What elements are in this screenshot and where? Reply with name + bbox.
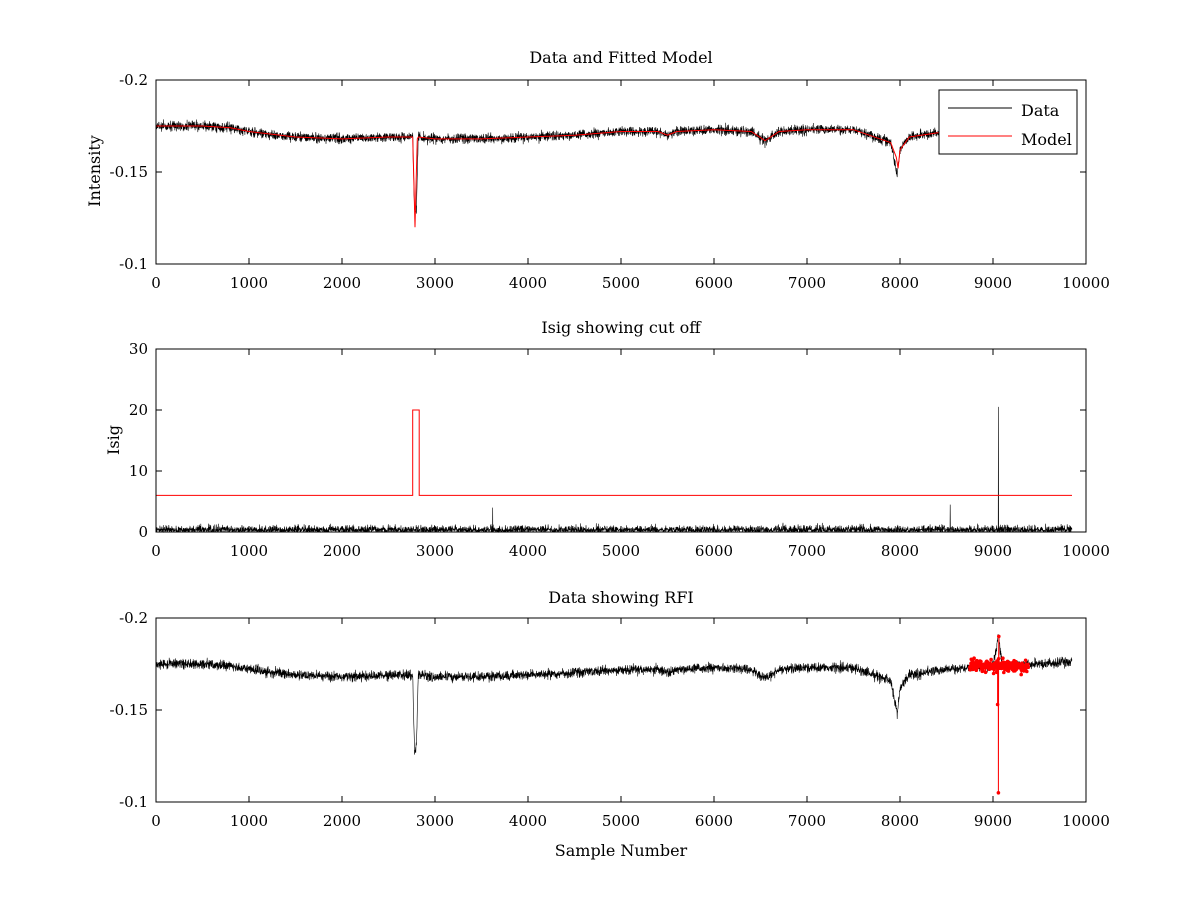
x-tick-label: 2000 xyxy=(323,274,361,292)
series-model xyxy=(156,123,1073,228)
series-data xyxy=(155,634,1073,755)
x-tick-label: 10000 xyxy=(1062,812,1110,830)
legend-model-label: Model xyxy=(1021,130,1072,149)
y-tick-label: 20 xyxy=(129,401,148,419)
subplot1-frame xyxy=(155,79,1087,265)
x-tick-label: 5000 xyxy=(602,812,640,830)
x-tick-label: 4000 xyxy=(509,274,547,292)
rfi-point xyxy=(996,657,1001,661)
subplot1-title: Data and Fitted Model xyxy=(529,48,712,67)
x-tick-label: 7000 xyxy=(788,274,826,292)
x-tick-label: 2000 xyxy=(323,812,361,830)
x-tick-label: 0 xyxy=(151,542,161,560)
x-tick-label: 6000 xyxy=(695,542,733,560)
rfi-point xyxy=(983,670,988,675)
subplot3-series xyxy=(155,634,1073,795)
legend: Data Model xyxy=(938,89,1078,155)
x-tick-label: 6000 xyxy=(695,812,733,830)
x-tick-label: 4000 xyxy=(509,542,547,560)
x-tick-label: 9000 xyxy=(974,542,1012,560)
rfi-point xyxy=(992,668,996,672)
y-tick-label: -0.15 xyxy=(110,701,148,719)
x-tick-label: 7000 xyxy=(788,542,826,560)
rfi-point xyxy=(1001,656,1005,660)
rfi-point xyxy=(1026,662,1030,667)
rfi-point xyxy=(1019,672,1023,677)
subplot3-xlabel: Sample Number xyxy=(555,841,688,860)
x-tick-label: 3000 xyxy=(416,542,454,560)
x-tick-label: 2000 xyxy=(323,542,361,560)
rfi-point xyxy=(1002,670,1006,675)
x-tick-label: 9000 xyxy=(974,274,1012,292)
y-tick-label: -0.2 xyxy=(119,609,148,627)
x-tick-label: 9000 xyxy=(974,812,1012,830)
rfi-point xyxy=(1023,658,1028,663)
y-tick-label: 0 xyxy=(138,523,148,541)
rfi-point xyxy=(991,671,996,676)
rfi-point xyxy=(968,667,972,672)
series-data xyxy=(155,98,1073,216)
rfi-point xyxy=(995,702,1000,707)
y-tick-label: -0.15 xyxy=(110,163,148,181)
subplot2-ticks: 0 1000 2000 3000 4000 5000 6000 7000 8000 9000 100… xyxy=(129,340,1110,560)
x-tick-label: 6000 xyxy=(695,274,733,292)
rfi-point xyxy=(994,670,999,675)
y-tick-label: 30 xyxy=(129,340,148,358)
subplot-isig: Isig showing cut off Isig 0 1000 2000 3000 4… xyxy=(104,318,1110,560)
rfi-point xyxy=(996,791,1001,795)
subplot3-frame xyxy=(155,617,1087,803)
rfi-point xyxy=(972,656,976,660)
subplot3-ticks: 0 1000 2000 3000 4000 5000 6000 7000 8000 9000 100… xyxy=(110,609,1110,830)
rfi-point xyxy=(1026,665,1031,669)
x-tick-label: 5000 xyxy=(602,542,640,560)
x-tick-label: 8000 xyxy=(881,812,919,830)
subplot1-ticks: 0 1000 2000 3000 4000 5000 6000 7000 8000 9000 100… xyxy=(110,71,1110,292)
subplot2-ylabel: Isig xyxy=(104,425,123,455)
x-tick-label: 3000 xyxy=(416,812,454,830)
subplot3-title: Data showing RFI xyxy=(548,588,693,607)
x-tick-label: 5000 xyxy=(602,274,640,292)
subplot2-title: Isig showing cut off xyxy=(541,318,702,337)
x-tick-label: 4000 xyxy=(509,812,547,830)
subplot-data-and-model: Data and Fitted Model Intensity 0 1000 200… xyxy=(85,48,1110,292)
x-tick-label: 8000 xyxy=(881,274,919,292)
subplot-rfi: Data showing RFI Sample Number 0 1000 2000… xyxy=(110,588,1110,860)
rfi-point xyxy=(997,634,1001,639)
y-tick-label: -0.1 xyxy=(119,255,148,273)
x-tick-label: 8000 xyxy=(881,542,919,560)
x-tick-label: 1000 xyxy=(230,542,268,560)
rfi-point xyxy=(1025,669,1029,674)
y-tick-label: 10 xyxy=(129,462,148,480)
x-tick-label: 10000 xyxy=(1062,274,1110,292)
subplot1-ylabel: Intensity xyxy=(85,135,104,207)
legend-data-label: Data xyxy=(1021,101,1060,120)
rfi-point xyxy=(979,659,983,664)
subplot2-frame xyxy=(155,348,1087,533)
x-tick-label: 1000 xyxy=(230,812,268,830)
y-tick-label: -0.1 xyxy=(119,793,148,811)
y-tick-label: -0.2 xyxy=(119,71,148,89)
x-tick-label: 0 xyxy=(151,274,161,292)
x-tick-label: 0 xyxy=(151,812,161,830)
legend-box xyxy=(938,89,1078,155)
rfi-point xyxy=(975,658,979,663)
x-tick-label: 10000 xyxy=(1062,542,1110,560)
x-tick-label: 1000 xyxy=(230,274,268,292)
x-tick-label: 3000 xyxy=(416,274,454,292)
series-cut-off xyxy=(156,409,1072,496)
subplot1-series xyxy=(155,98,1073,228)
x-tick-label: 7000 xyxy=(788,812,826,830)
rfi-point xyxy=(989,657,993,662)
